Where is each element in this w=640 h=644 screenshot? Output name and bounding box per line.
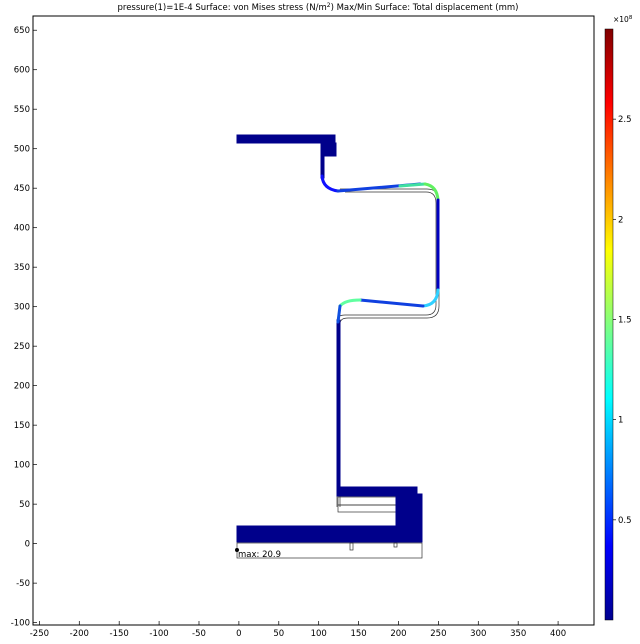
x-tick-label: 0 <box>236 629 241 639</box>
y-tick-label: 50 <box>19 500 30 510</box>
y-tick-label: 500 <box>14 145 30 155</box>
x-tick-label: 200 <box>390 629 406 639</box>
x-tick-label: -50 <box>192 629 206 639</box>
colorbar-tick-label: 2 <box>618 215 623 225</box>
x-tick-label: 150 <box>350 629 366 639</box>
x-tick-label: -100 <box>149 629 168 639</box>
y-tick-label: 600 <box>14 66 30 76</box>
y-tick-label: 0 <box>25 540 30 550</box>
y-tick-label: 250 <box>14 342 30 352</box>
y-tick-label: 150 <box>14 421 30 431</box>
x-tick-label: 400 <box>550 629 566 639</box>
structure-geometry <box>236 134 440 559</box>
y-tick-label: 400 <box>14 224 30 234</box>
y-tick-label: 200 <box>14 382 30 392</box>
colorbar-gradient <box>604 28 614 621</box>
top-vertical-wall <box>320 142 325 179</box>
y-axis-ticks: 650600550500450400350300250200150100500-… <box>11 26 37 629</box>
axes-frame <box>32 15 595 626</box>
colorbar-tick-label: 1.5 <box>618 315 632 325</box>
x-tick-label: -200 <box>70 629 89 639</box>
x-tick-label: 350 <box>510 629 526 639</box>
y-tick-label: 300 <box>14 303 30 313</box>
colorbar: ×108 2.5 2 1.5 1 0.5 <box>604 15 633 621</box>
y-tick-label: 350 <box>14 263 30 273</box>
lower-vertical-wall <box>336 319 341 493</box>
y-tick-label: -50 <box>16 579 30 589</box>
x-tick-label: 300 <box>470 629 486 639</box>
y-tick-label: -100 <box>11 619 30 629</box>
max-marker <box>235 548 239 552</box>
y-tick-label: 100 <box>14 461 30 471</box>
stressed-beam <box>320 174 440 324</box>
x-tick-label: -150 <box>110 629 129 639</box>
colorbar-tick-label: 0.5 <box>618 516 632 526</box>
deformed-body <box>236 134 423 543</box>
base-plate <box>236 525 423 543</box>
colorbar-tick-label: 2.5 <box>618 115 632 125</box>
colorbar-exponent: ×108 <box>613 15 633 24</box>
max-label: max: 20.9 <box>238 550 281 560</box>
y-tick-label: 450 <box>14 184 30 194</box>
top-flange <box>236 134 336 144</box>
y-tick-label: 650 <box>14 26 30 36</box>
y-tick-label: 550 <box>14 105 30 115</box>
x-tick-label: 50 <box>273 629 284 639</box>
colorbar-ticks: 2.5 2 1.5 1 0.5 <box>613 115 632 526</box>
x-tick-label: 250 <box>430 629 446 639</box>
x-tick-label: 100 <box>311 629 327 639</box>
bottom-bracket-top <box>336 486 418 497</box>
colorbar-tick-label: 1 <box>618 416 623 426</box>
plot-title: pressure(1)=1E-4 Surface: von Mises stre… <box>117 2 518 13</box>
x-axis-ticks: -250 -200 -150 -100 -50 0 50 100 150 200 250 300 350… <box>30 621 566 639</box>
x-tick-label: -250 <box>30 629 49 639</box>
